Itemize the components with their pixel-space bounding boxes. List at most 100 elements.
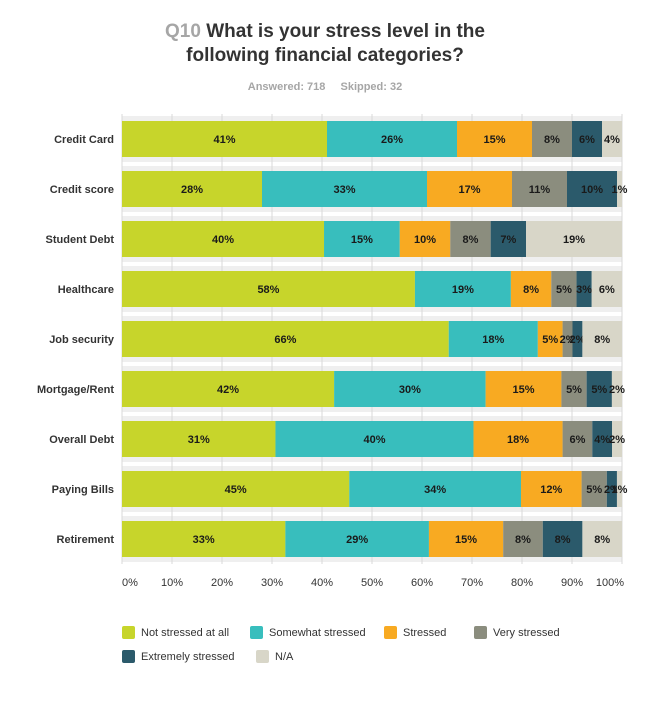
data-label: 8% xyxy=(523,284,539,296)
bar-segment xyxy=(572,321,583,357)
legend-item: Somewhat stressed xyxy=(250,626,366,639)
data-label: 8% xyxy=(515,534,531,546)
bar-segment xyxy=(122,321,449,357)
data-label: 1% xyxy=(612,184,628,196)
category-label: Job security xyxy=(49,334,115,346)
data-label: 4% xyxy=(594,434,610,446)
legend-label: Stressed xyxy=(403,626,447,639)
category-label: Student Debt xyxy=(46,234,115,246)
data-label: 15% xyxy=(512,384,534,396)
answered-count: Answered: 718 xyxy=(247,81,326,93)
bar-segment xyxy=(457,121,532,157)
bar-segment xyxy=(532,121,572,157)
x-tick-label: 50% xyxy=(361,577,383,589)
bar-segment xyxy=(510,271,552,307)
title-line-1: What is your stress level in the xyxy=(206,21,485,42)
chart-title: Q10 What is your stress level in the fol… xyxy=(0,20,650,68)
category-label: Healthcare xyxy=(58,284,114,296)
bar-segment xyxy=(582,521,622,557)
data-label: 34% xyxy=(424,484,446,496)
data-label: 2% xyxy=(604,484,620,496)
bar-segment xyxy=(586,371,612,407)
bar-segment xyxy=(576,271,592,307)
x-tick-label: 40% xyxy=(311,577,333,589)
bar-segment xyxy=(122,371,335,407)
legend-item: Not stressed at all xyxy=(122,626,229,639)
category-label: Credit Card xyxy=(54,134,114,146)
legend-swatch xyxy=(122,626,135,639)
data-label: 40% xyxy=(212,234,234,246)
data-label: 40% xyxy=(363,434,385,446)
data-label: 8% xyxy=(555,534,571,546)
data-label: 19% xyxy=(452,284,474,296)
data-label: 66% xyxy=(274,334,296,346)
legend-label: Not stressed at all xyxy=(141,626,230,639)
bar-segment xyxy=(285,521,429,557)
data-label: 58% xyxy=(257,284,279,296)
bar-segment xyxy=(581,471,607,507)
bar-segment xyxy=(427,171,512,207)
bar-segment xyxy=(450,221,491,257)
x-tick-label: 20% xyxy=(211,577,233,589)
x-tick-label: 60% xyxy=(411,577,433,589)
x-tick-label: 70% xyxy=(461,577,483,589)
data-label: 17% xyxy=(458,184,480,196)
bar-segment xyxy=(582,321,622,357)
legend-label: N/A xyxy=(275,650,294,663)
data-label: 1% xyxy=(612,484,628,496)
data-label: 5% xyxy=(566,384,582,396)
category-label: Retirement xyxy=(57,534,115,546)
data-label: 33% xyxy=(193,534,215,546)
bar-segment xyxy=(490,221,527,257)
data-label: 8% xyxy=(594,334,610,346)
bar-segment xyxy=(592,421,613,457)
data-label: 15% xyxy=(351,234,373,246)
response-stats: Answered: 718 Skipped: 32 xyxy=(0,81,650,93)
bar-segment xyxy=(612,421,622,457)
bar-segment xyxy=(262,171,427,207)
bar-segment xyxy=(349,471,521,507)
data-label: 2% xyxy=(609,384,625,396)
bar-segment xyxy=(561,371,587,407)
data-label: 6% xyxy=(599,284,615,296)
data-label: 8% xyxy=(544,134,560,146)
bar-segment xyxy=(572,121,602,157)
legend-label: Somewhat stressed xyxy=(269,626,366,639)
data-label: 5% xyxy=(591,384,607,396)
data-label: 4% xyxy=(604,134,620,146)
data-label: 15% xyxy=(483,134,505,146)
data-label: 5% xyxy=(586,484,602,496)
data-label: 3% xyxy=(576,284,592,296)
data-label: 26% xyxy=(381,134,403,146)
x-tick-label: 80% xyxy=(511,577,533,589)
bar-segment xyxy=(327,121,457,157)
bar-segment xyxy=(122,171,262,207)
bar-segment xyxy=(617,171,622,207)
x-tick-label: 30% xyxy=(261,577,283,589)
data-label: 6% xyxy=(569,434,585,446)
bar-segment xyxy=(542,521,583,557)
x-tick-label: 100% xyxy=(596,577,624,589)
bar-segment xyxy=(503,521,543,557)
data-label: 2% xyxy=(560,334,576,346)
data-label: 18% xyxy=(482,334,504,346)
data-label: 42% xyxy=(217,384,239,396)
data-label: 2% xyxy=(609,434,625,446)
data-label: 29% xyxy=(346,534,368,546)
bar-segment xyxy=(122,421,276,457)
data-label: 45% xyxy=(225,484,247,496)
category-label: Paying Bills xyxy=(52,484,114,496)
bar-segment xyxy=(567,171,617,207)
bar-segment xyxy=(324,221,400,257)
bar-segment xyxy=(334,371,486,407)
data-label: 7% xyxy=(500,234,516,246)
category-label: Mortgage/Rent xyxy=(37,384,114,396)
data-label: 33% xyxy=(333,184,355,196)
data-label: 11% xyxy=(529,184,551,196)
bar-segment xyxy=(562,421,593,457)
category-label: Overall Debt xyxy=(49,434,114,446)
x-tick-label: 90% xyxy=(561,577,583,589)
data-label: 15% xyxy=(455,534,477,546)
legend-item: N/A xyxy=(256,650,293,663)
data-label: 12% xyxy=(540,484,562,496)
